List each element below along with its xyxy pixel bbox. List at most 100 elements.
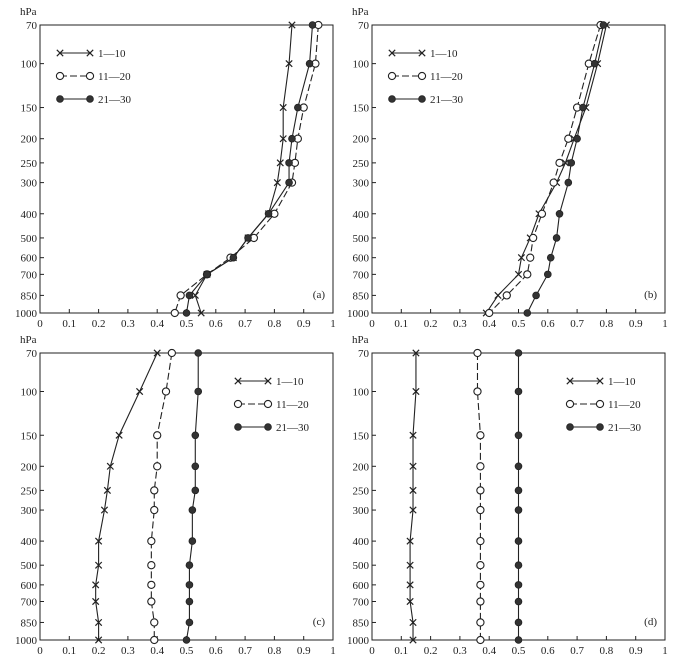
legend-marker: [263, 399, 273, 409]
data-point: [476, 486, 485, 495]
legend-marker: [418, 49, 426, 57]
data-point: [532, 291, 540, 300]
y-tick-label: 150: [21, 103, 38, 115]
x-marker-stroke: [288, 21, 296, 29]
y-tick-label: 700: [353, 269, 370, 281]
x-tick-label: 1: [662, 645, 668, 657]
data-point: [147, 580, 156, 590]
legend-label: 21—30: [430, 94, 464, 106]
data-point: [161, 387, 171, 396]
x-tick-label: 0.2: [424, 645, 438, 657]
x-tick-label: 0: [369, 645, 375, 657]
data-point: [94, 618, 103, 627]
series-line-3: [185, 353, 199, 641]
x-tick-label: 0: [369, 318, 375, 330]
y-tick-label: 100: [21, 386, 38, 398]
x-marker-stroke: [409, 462, 417, 470]
data-point: [191, 291, 199, 300]
x-marker-stroke: [596, 377, 604, 385]
x-tick-label: 0.9: [629, 645, 643, 657]
y-tick-label: 150: [353, 103, 370, 115]
x-marker-stroke: [406, 561, 414, 569]
data-point: [153, 349, 161, 357]
data-point: [476, 618, 485, 627]
data-point: [599, 21, 608, 29]
x-tick-label: 0.1: [62, 318, 76, 330]
data-point: [412, 387, 420, 396]
x-marker-stroke: [94, 636, 103, 644]
x-marker-stroke: [103, 486, 112, 495]
legend-marker: [56, 95, 64, 103]
y-tick-label: 100: [21, 59, 38, 71]
x-marker-stroke: [135, 387, 144, 396]
data-point: [514, 506, 523, 514]
legend-label: 1—10: [430, 48, 458, 60]
panel-label: (a): [313, 289, 326, 301]
x-marker-stroke: [412, 349, 420, 357]
legend-marker: [387, 71, 397, 81]
data-point: [100, 506, 109, 514]
data-point: [153, 462, 162, 471]
data-point: [194, 387, 203, 396]
legend-marker: [418, 95, 426, 103]
x-tick-label: 0.9: [297, 318, 311, 330]
data-point: [406, 537, 414, 545]
data-point: [147, 561, 156, 570]
x-tick-label: 0.2: [92, 645, 106, 657]
y-tick-label: 200: [21, 461, 38, 473]
series-line-2: [476, 353, 481, 640]
x-tick-label: 0.3: [453, 318, 467, 330]
x-tick-label: 0.2: [92, 318, 106, 330]
series-line-3: [526, 24, 605, 314]
x-tick-label: 0.6: [541, 318, 555, 330]
series-line-1: [485, 24, 607, 314]
data-point: [476, 431, 485, 440]
y-axis-unit: hPa: [352, 334, 369, 346]
y-tick-label: 500: [353, 233, 370, 245]
legend-label: 21—30: [608, 422, 642, 434]
x-marker-stroke: [285, 60, 293, 68]
y-tick-label: 300: [21, 178, 38, 190]
data-point: [523, 309, 532, 317]
data-point: [194, 349, 203, 357]
x-tick-label: 0.5: [512, 318, 526, 330]
data-point: [409, 618, 417, 627]
x-tick-label: 1: [662, 318, 668, 330]
data-point: [150, 486, 159, 495]
x-tick-label: 1: [330, 318, 336, 330]
data-point: [476, 597, 485, 606]
legend-item-2: 11—20: [565, 399, 641, 411]
data-point: [514, 597, 523, 606]
x-tick-label: 0.7: [570, 318, 584, 330]
y-tick-label: 250: [21, 485, 38, 497]
y-tick-label: 200: [21, 134, 38, 146]
legend-marker: [417, 71, 427, 81]
legend-label: 11—20: [98, 71, 131, 83]
legend-marker: [264, 377, 272, 385]
x-marker-stroke: [94, 537, 103, 545]
data-point: [517, 254, 526, 262]
x-tick-label: 0.8: [600, 318, 614, 330]
y-tick-label: 700: [353, 597, 370, 609]
y-tick-label: 400: [353, 209, 370, 221]
data-point: [191, 486, 200, 495]
x-tick-label: 0.5: [180, 645, 194, 657]
x-marker-stroke: [409, 618, 417, 627]
x-marker-stroke: [92, 597, 100, 606]
data-point: [476, 462, 485, 471]
y-tick-label: 70: [26, 348, 38, 360]
data-point: [552, 234, 561, 242]
x-marker-stroke: [100, 506, 109, 514]
plot-frame: [371, 24, 666, 314]
series-line-2: [150, 352, 173, 640]
y-tick-label: 600: [353, 253, 370, 265]
x-tick-label: 0.4: [482, 318, 496, 330]
legend-marker: [596, 423, 604, 431]
x-tick-label: 0.8: [268, 645, 282, 657]
panel-label: (d): [644, 616, 657, 628]
data-point: [485, 308, 494, 318]
data-point: [514, 462, 523, 471]
x-tick-label: 0: [37, 645, 43, 657]
data-point: [514, 349, 523, 357]
data-point: [514, 581, 523, 589]
